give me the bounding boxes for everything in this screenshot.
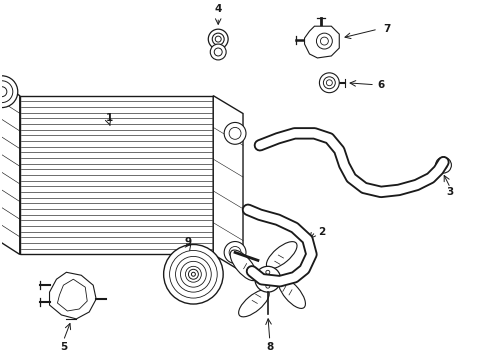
Circle shape: [224, 242, 246, 264]
Circle shape: [208, 29, 228, 49]
Text: 3: 3: [447, 187, 454, 197]
Circle shape: [212, 33, 224, 45]
Circle shape: [170, 251, 217, 298]
Text: 4: 4: [215, 4, 222, 14]
Circle shape: [189, 269, 198, 279]
Ellipse shape: [278, 278, 305, 309]
Circle shape: [164, 244, 223, 304]
Circle shape: [323, 77, 335, 89]
Polygon shape: [57, 279, 87, 311]
Text: 2: 2: [318, 226, 325, 237]
Ellipse shape: [239, 290, 269, 317]
Text: 6: 6: [377, 80, 385, 90]
Circle shape: [255, 266, 281, 292]
Circle shape: [264, 275, 272, 283]
Text: 7: 7: [383, 24, 391, 34]
Polygon shape: [213, 96, 243, 272]
Polygon shape: [49, 272, 96, 319]
Text: 5: 5: [60, 342, 67, 352]
Polygon shape: [305, 26, 339, 58]
Circle shape: [185, 266, 201, 282]
Circle shape: [0, 81, 13, 103]
Ellipse shape: [230, 250, 257, 281]
Circle shape: [319, 73, 339, 93]
Bar: [20, 96, 213, 255]
Circle shape: [436, 157, 451, 173]
Circle shape: [180, 261, 206, 287]
Circle shape: [210, 44, 226, 60]
Text: 9: 9: [185, 237, 192, 247]
Ellipse shape: [267, 242, 297, 269]
Circle shape: [224, 122, 246, 144]
Polygon shape: [0, 78, 20, 255]
Text: 1: 1: [105, 113, 113, 123]
Circle shape: [0, 76, 18, 108]
Text: 8: 8: [266, 342, 273, 352]
Circle shape: [175, 256, 211, 292]
